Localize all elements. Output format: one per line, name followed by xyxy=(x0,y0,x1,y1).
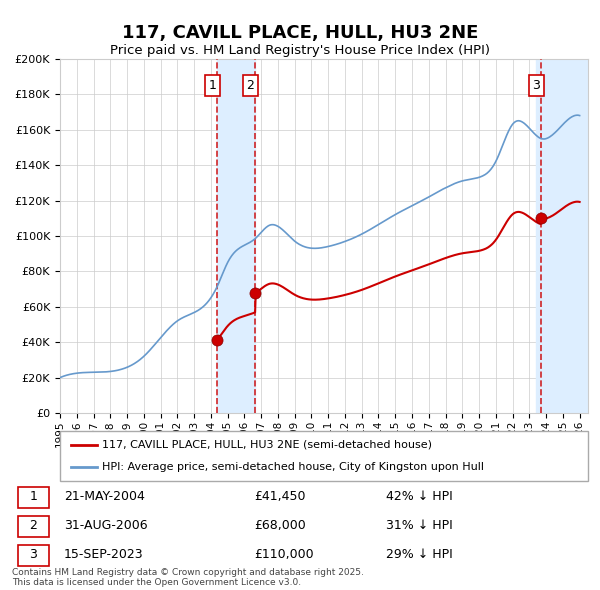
Text: HPI: Average price, semi-detached house, City of Kingston upon Hull: HPI: Average price, semi-detached house,… xyxy=(102,462,484,472)
Text: 117, CAVILL PLACE, HULL, HU3 2NE (semi-detached house): 117, CAVILL PLACE, HULL, HU3 2NE (semi-d… xyxy=(102,440,432,450)
Text: £41,450: £41,450 xyxy=(254,490,305,503)
Text: 21-MAY-2004: 21-MAY-2004 xyxy=(64,490,145,503)
Bar xyxy=(217,59,256,413)
Text: 3: 3 xyxy=(532,79,540,92)
Text: £110,000: £110,000 xyxy=(254,548,314,560)
Text: 31% ↓ HPI: 31% ↓ HPI xyxy=(386,519,453,532)
Text: 15-SEP-2023: 15-SEP-2023 xyxy=(64,548,143,560)
Text: 3: 3 xyxy=(29,548,37,560)
Bar xyxy=(18,516,49,537)
Text: 2: 2 xyxy=(29,519,37,532)
Bar xyxy=(18,545,49,565)
Text: 31-AUG-2006: 31-AUG-2006 xyxy=(64,519,148,532)
Text: £68,000: £68,000 xyxy=(254,519,305,532)
Text: 29% ↓ HPI: 29% ↓ HPI xyxy=(386,548,453,560)
Text: Price paid vs. HM Land Registry's House Price Index (HPI): Price paid vs. HM Land Registry's House … xyxy=(110,44,490,57)
Text: 1: 1 xyxy=(29,490,37,503)
Text: Contains HM Land Registry data © Crown copyright and database right 2025.
This d: Contains HM Land Registry data © Crown c… xyxy=(12,568,364,587)
Bar xyxy=(18,487,49,507)
Text: 2: 2 xyxy=(247,79,254,92)
Text: 42% ↓ HPI: 42% ↓ HPI xyxy=(386,490,453,503)
Bar xyxy=(536,59,588,413)
Text: 1: 1 xyxy=(208,79,216,92)
Text: 117, CAVILL PLACE, HULL, HU3 2NE: 117, CAVILL PLACE, HULL, HU3 2NE xyxy=(122,24,478,42)
